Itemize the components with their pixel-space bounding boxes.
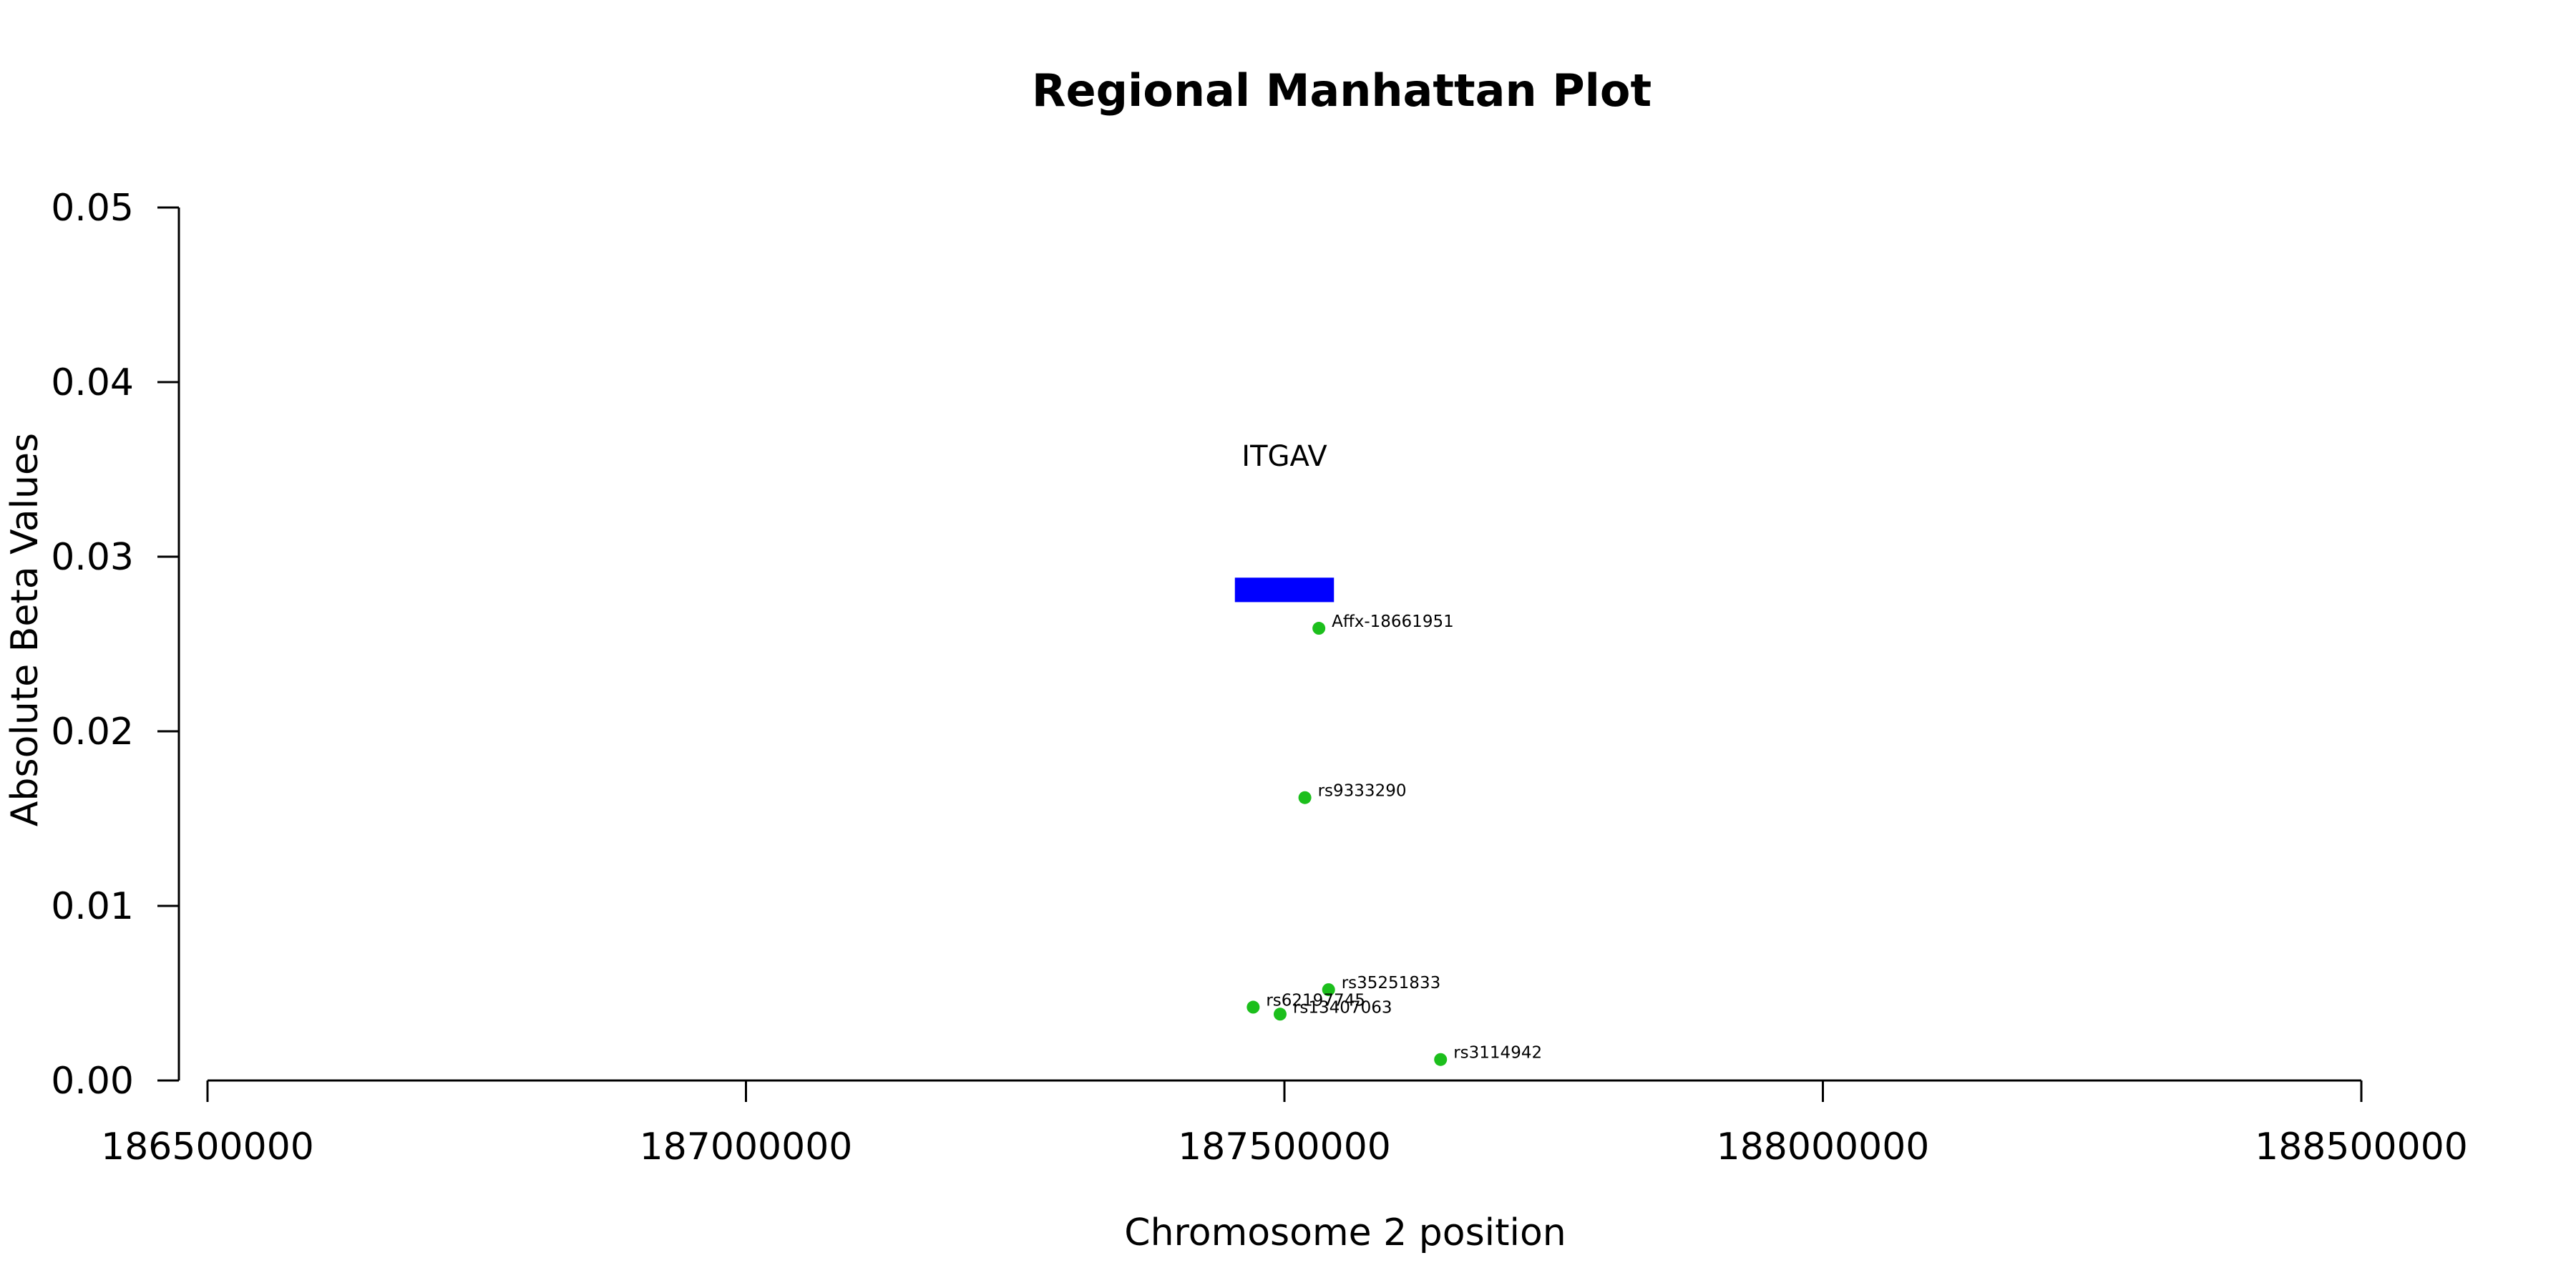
chart-title: Regional Manhattan Plot	[1032, 64, 1652, 117]
x-tick-label: 186500000	[101, 1126, 314, 1169]
snp-points: Affx-18661951 rs9333290 rs35251833rs621977…	[1246, 613, 1542, 1066]
x-axis-title: Chromosome 2 position	[1124, 1211, 1566, 1254]
x-tick-label: 187500000	[1178, 1126, 1391, 1169]
gene-bar	[1234, 577, 1335, 602]
y-tick-label: 0.04	[51, 361, 134, 404]
y-tick-label: 0.00	[51, 1060, 134, 1103]
y-tick-label: 0.05	[51, 187, 134, 230]
snp-label: rs62197745	[1266, 992, 1365, 1010]
snp-label: rs3114942	[1453, 1044, 1542, 1063]
x-tick-label: 188000000	[1717, 1126, 1930, 1169]
snp-label: rs13407063	[1293, 998, 1392, 1017]
y-tick-label: 0.02	[51, 711, 134, 753]
snp-point	[1273, 1008, 1287, 1021]
snp-point	[1322, 983, 1335, 997]
snp-label: rs35251833	[1342, 974, 1441, 992]
snp-point	[1434, 1053, 1448, 1066]
snp-point	[1298, 791, 1312, 804]
snp-point	[1246, 1000, 1260, 1014]
y-axis: 0.00 0.01 0.02 0.03 0.04 0.05	[51, 187, 180, 1103]
snp-point	[1312, 622, 1326, 635]
gene-label: ITGAV	[1241, 440, 1327, 473]
y-axis-title: Absolute Beta Values	[4, 433, 47, 826]
x-tick-label: 188500000	[2255, 1126, 2468, 1169]
gene-track: ITGAV	[1234, 440, 1335, 602]
snp-label: Affx-18661951	[1332, 613, 1454, 631]
x-axis: 186500000 187000000 187500000 188000000 1885…	[101, 1079, 2468, 1169]
y-tick-label: 0.03	[51, 536, 134, 579]
x-tick-label: 187000000	[640, 1126, 853, 1169]
y-tick-label: 0.01	[51, 885, 134, 928]
snp-label: rs9333290	[1318, 782, 1407, 801]
